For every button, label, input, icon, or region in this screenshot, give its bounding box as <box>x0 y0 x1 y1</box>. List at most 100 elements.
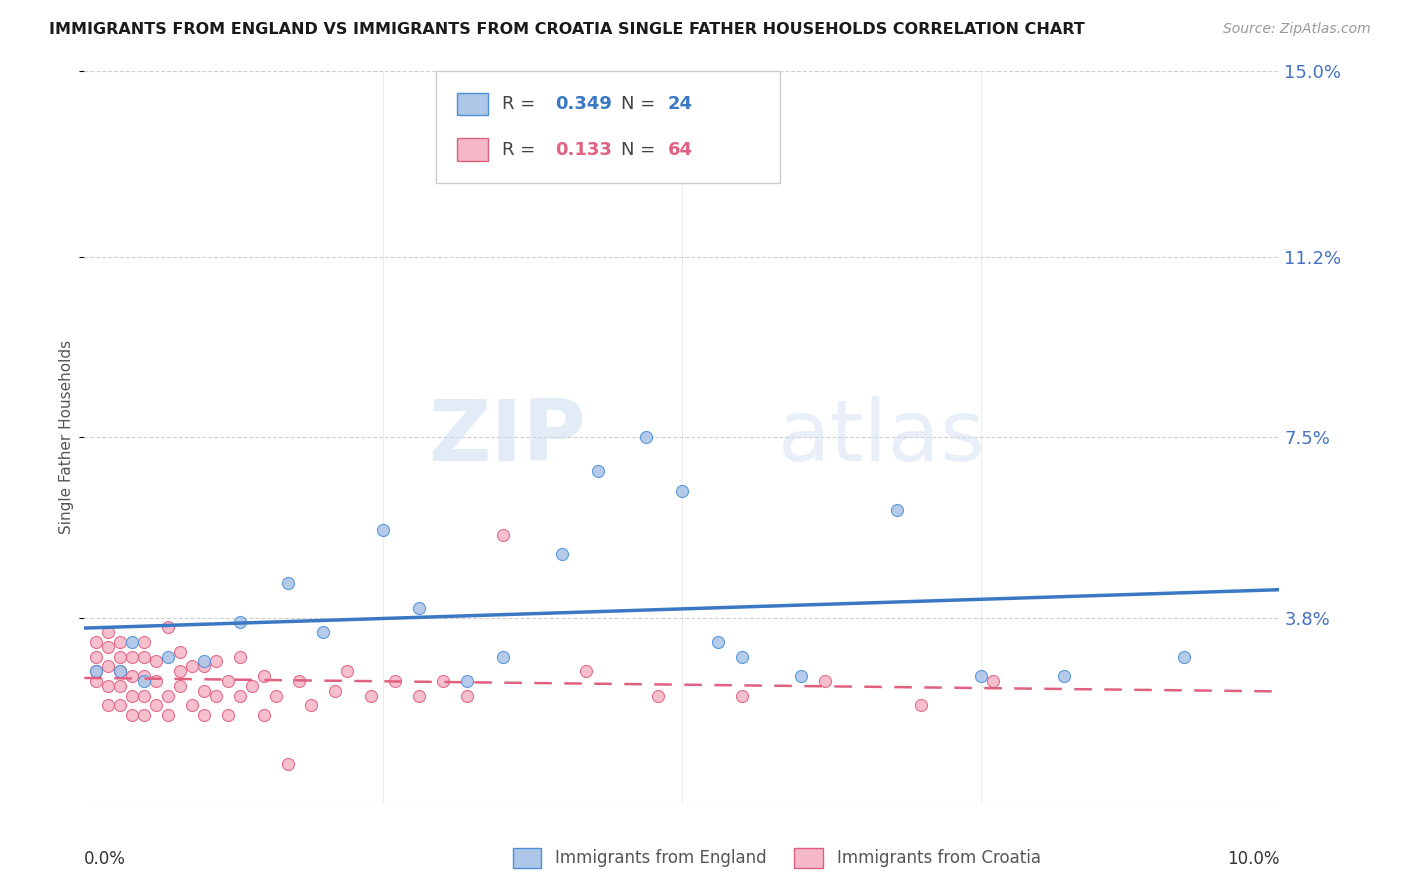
Point <box>325 683 347 698</box>
Text: IMMIGRANTS FROM ENGLAND VS IMMIGRANTS FROM CROATIA SINGLE FATHER HOUSEHOLDS CORR: IMMIGRANTS FROM ENGLAND VS IMMIGRANTS FR… <box>49 22 1085 37</box>
Point <box>217 673 239 688</box>
Point <box>228 649 252 664</box>
Point <box>456 673 478 688</box>
Point <box>169 664 191 678</box>
Point <box>193 659 215 673</box>
Text: N =: N = <box>621 95 661 113</box>
Point <box>408 689 430 703</box>
Point <box>228 689 252 703</box>
Text: Source: ZipAtlas.com: Source: ZipAtlas.com <box>1223 22 1371 37</box>
Point <box>217 708 239 723</box>
Point <box>253 708 276 723</box>
Text: Immigrants from England: Immigrants from England <box>555 849 768 867</box>
Point <box>360 689 382 703</box>
Point <box>886 503 908 517</box>
Point <box>790 669 813 683</box>
Point <box>647 689 669 703</box>
Point <box>121 689 143 703</box>
Point <box>132 669 156 683</box>
Point <box>157 649 180 664</box>
Point <box>181 698 204 713</box>
Text: 10.0%: 10.0% <box>1227 850 1279 868</box>
Point <box>312 625 335 640</box>
Point <box>384 673 406 688</box>
Point <box>157 708 180 723</box>
Text: 64: 64 <box>668 141 693 159</box>
Text: 0.133: 0.133 <box>555 141 612 159</box>
Point <box>456 689 478 703</box>
Point <box>373 523 395 537</box>
Point <box>157 689 180 703</box>
Point <box>1053 669 1076 683</box>
Point <box>132 649 156 664</box>
Point <box>97 679 120 693</box>
Text: 0.349: 0.349 <box>555 95 612 113</box>
Point <box>492 649 515 664</box>
Point <box>132 708 156 723</box>
Point <box>86 673 108 688</box>
Point <box>110 664 132 678</box>
Point <box>157 620 180 634</box>
Text: Immigrants from Croatia: Immigrants from Croatia <box>837 849 1040 867</box>
Point <box>110 664 132 678</box>
Point <box>408 600 430 615</box>
Text: N =: N = <box>621 141 661 159</box>
Point <box>301 698 323 713</box>
Point <box>145 698 167 713</box>
Point <box>110 635 132 649</box>
Point <box>169 645 191 659</box>
Point <box>731 689 754 703</box>
Point <box>181 659 204 673</box>
Point <box>253 669 276 683</box>
Text: atlas: atlas <box>778 395 986 479</box>
Text: ZIP: ZIP <box>429 395 586 479</box>
Point <box>97 640 120 654</box>
Point <box>132 673 156 688</box>
Point <box>121 649 143 664</box>
Point <box>432 673 454 688</box>
Point <box>132 689 156 703</box>
Point <box>193 708 215 723</box>
Point <box>264 689 287 703</box>
Point <box>910 698 932 713</box>
Point <box>121 669 143 683</box>
Point <box>97 625 120 640</box>
Point <box>277 576 299 591</box>
Point <box>707 635 730 649</box>
Point <box>145 654 167 668</box>
Point <box>205 654 228 668</box>
Point <box>121 635 143 649</box>
Point <box>671 483 693 498</box>
Point <box>86 664 108 678</box>
Point <box>97 659 120 673</box>
Point <box>86 649 108 664</box>
Point <box>336 664 359 678</box>
Point <box>551 547 574 561</box>
Point <box>132 635 156 649</box>
Point <box>205 689 228 703</box>
Point <box>814 673 837 688</box>
Text: 24: 24 <box>668 95 693 113</box>
Point <box>636 430 658 444</box>
Point <box>193 683 215 698</box>
Point <box>145 673 167 688</box>
Point <box>86 635 108 649</box>
Point <box>588 464 610 478</box>
Point <box>110 649 132 664</box>
Point <box>110 698 132 713</box>
Point <box>110 679 132 693</box>
Point <box>492 527 515 541</box>
Point <box>240 679 263 693</box>
Point <box>97 698 120 713</box>
Text: 0.0%: 0.0% <box>84 850 127 868</box>
Point <box>981 673 1004 688</box>
Point <box>288 673 311 688</box>
Point <box>121 708 143 723</box>
Point <box>970 669 993 683</box>
Text: R =: R = <box>502 95 541 113</box>
Point <box>277 756 299 771</box>
Text: R =: R = <box>502 141 541 159</box>
Point <box>731 649 754 664</box>
Point <box>193 654 215 668</box>
Point <box>575 664 598 678</box>
